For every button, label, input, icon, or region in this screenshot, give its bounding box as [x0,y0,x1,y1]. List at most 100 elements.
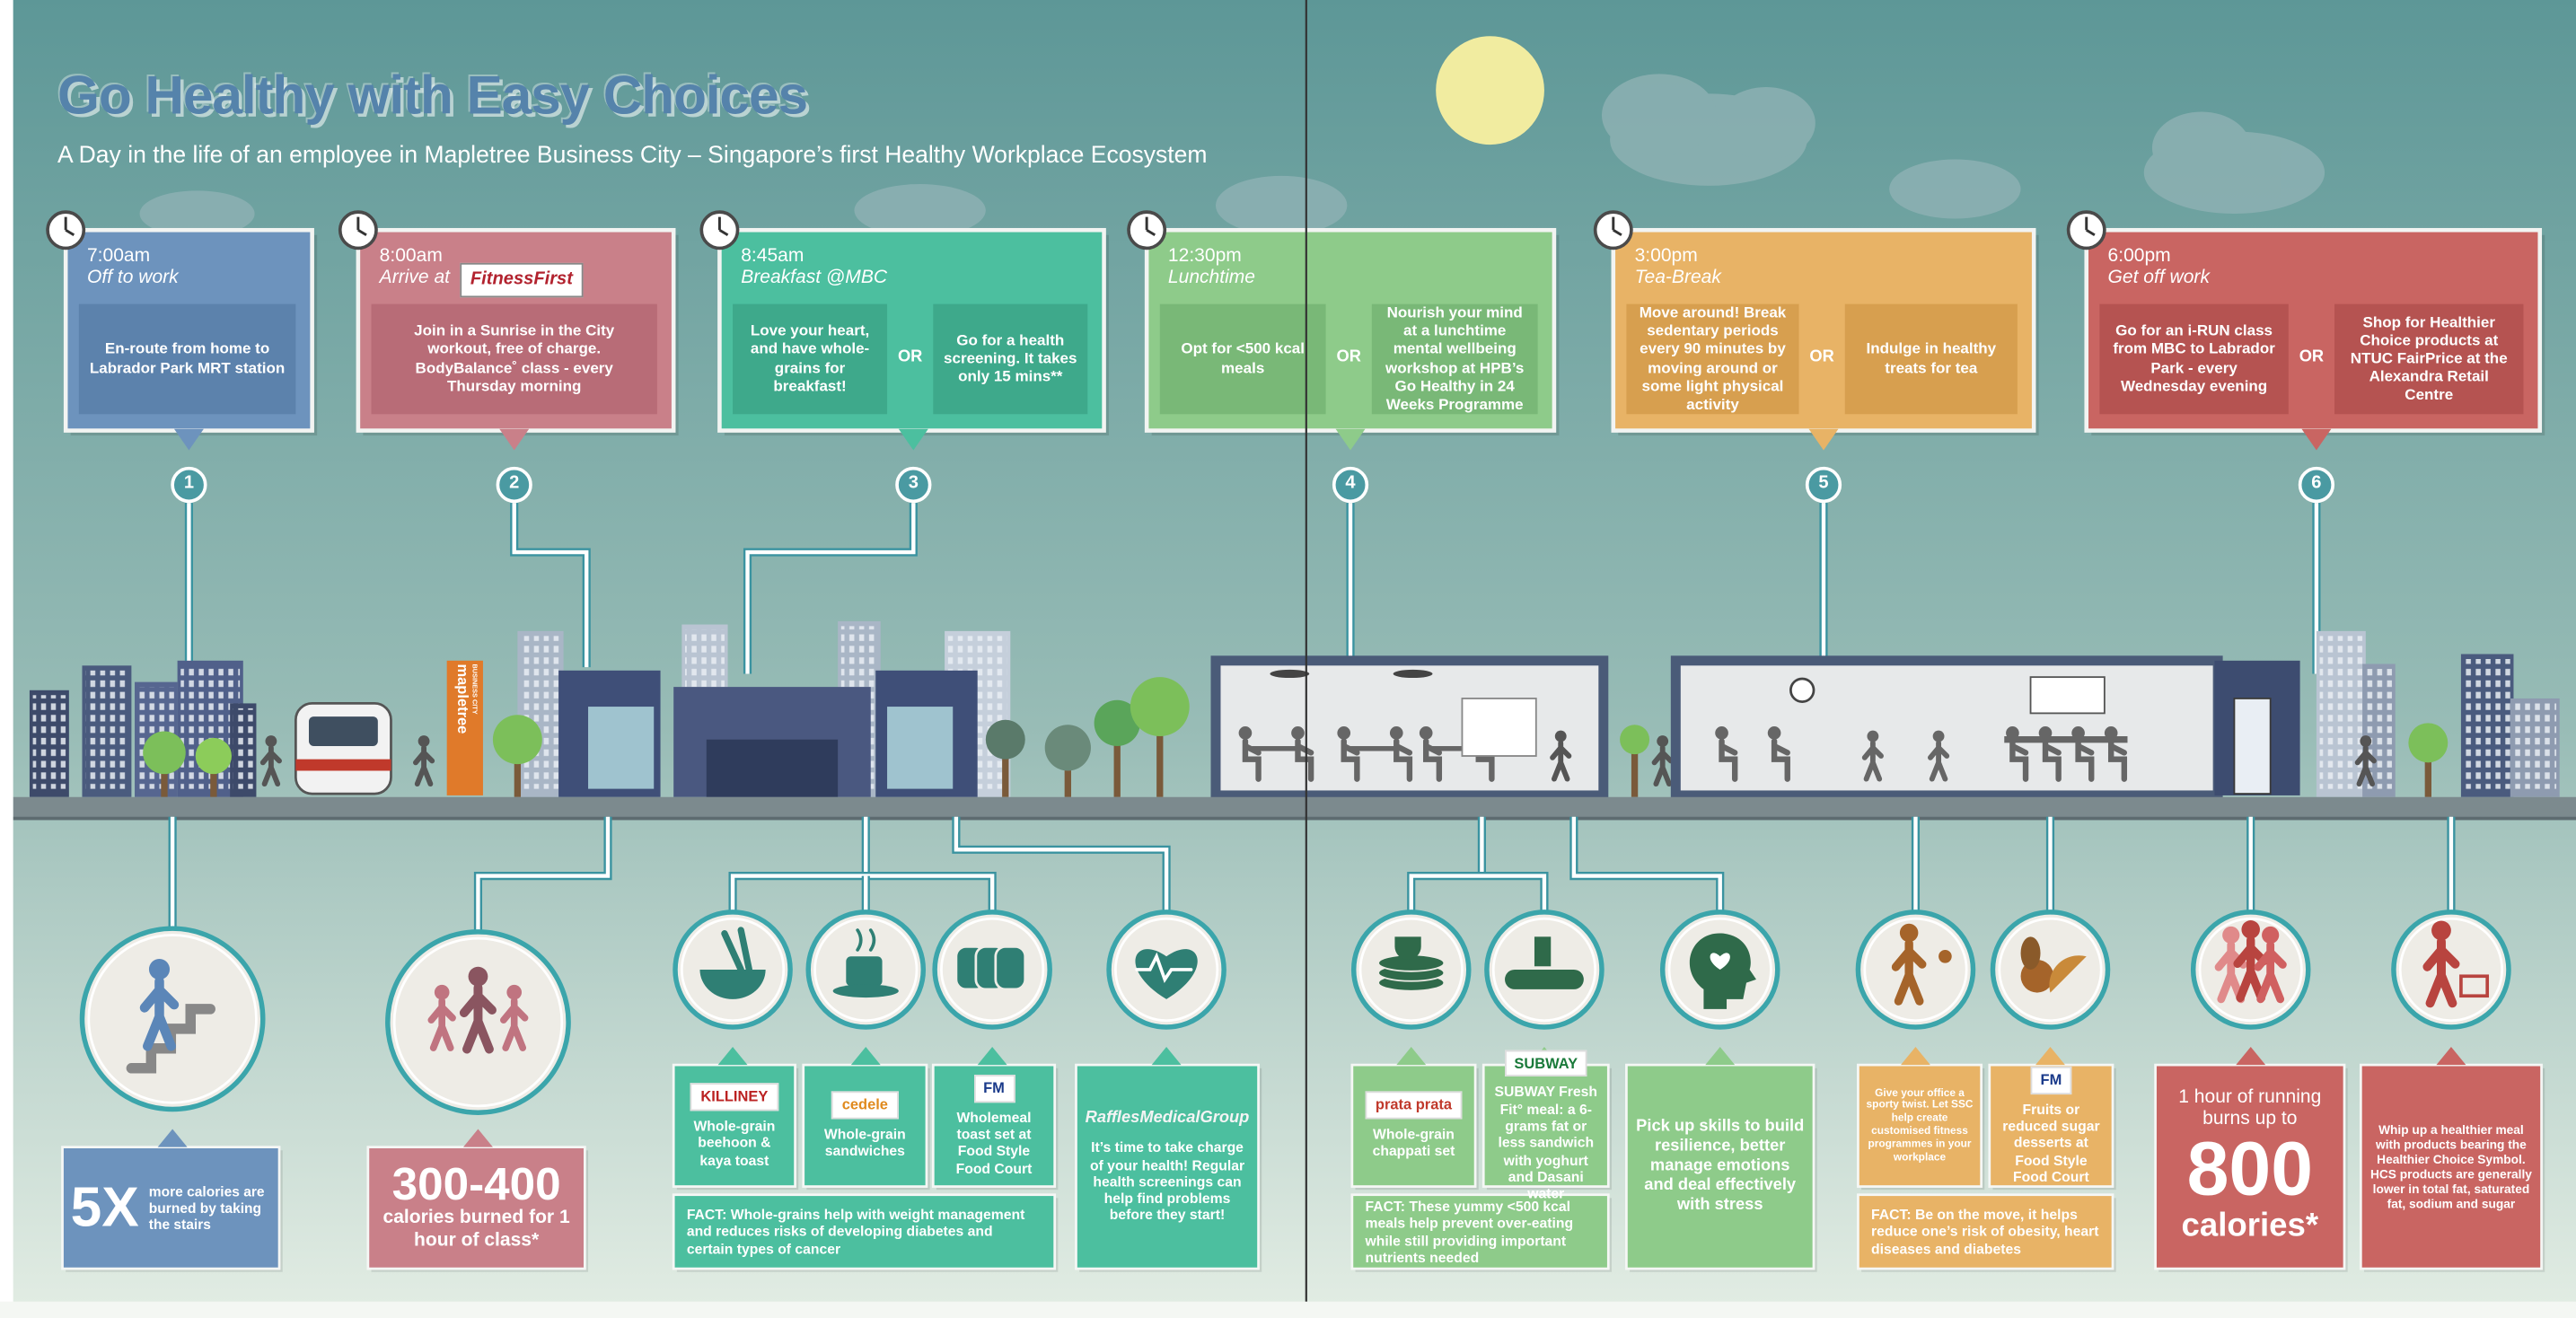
tree-trunk [161,752,168,797]
card-content: prata prata Whole-grain chappati set [1352,1065,1475,1186]
card-notch [1151,1046,1182,1066]
train-stripe [295,759,391,771]
connector-line [745,503,916,674]
callout-pointer [898,428,928,451]
icon-ring [1358,917,1464,1023]
option-box [2099,303,2289,415]
title: Go Healthy with Easy Choices [57,64,808,126]
person-head [2222,926,2240,945]
step-number: 1 [183,473,195,494]
step-activity: Lunchtime [1167,268,1256,288]
option-box [78,303,296,415]
option-box [1159,303,1326,415]
icon-circle [2391,909,2511,1030]
step-activity: Breakfast @MBC [741,268,888,288]
pulse-icon [1135,952,1193,983]
table [2004,736,2128,743]
icon-circle [79,926,266,1112]
tree-trunk [1631,739,1639,797]
card-text: Fruits or reduced sugar desserts at Food… [2002,1100,2100,1185]
option-box [1371,303,1538,415]
person-head [1767,726,1781,740]
or-label: OR [2299,348,2325,367]
person-body [2042,738,2062,782]
ball-icon [1939,949,1952,963]
building-sign [446,660,483,795]
card-pretext: 1 hour of running burns up to [2178,1088,2322,1129]
option-text: Indulge in healthy treats for tea [1866,340,1997,376]
person-head [1291,726,1305,740]
person-body [2422,936,2460,1008]
person-body [1242,738,1262,782]
saucer-icon [832,984,899,998]
card-notch [2436,1046,2466,1066]
brand-logo: SUBWAY [1504,1049,1588,1077]
card-text: FACT: Be on the move, it helps reduce on… [1871,1206,2099,1257]
person-body [1651,744,1674,787]
step-number: 3 [908,473,919,494]
tree-crown [492,715,542,765]
building-windows [85,670,128,789]
step-time: 12:30pm [1167,246,1242,267]
clock-hands [1612,216,1622,237]
icon-ring [392,936,564,1108]
card-notch [1396,1046,1427,1066]
building-windows [2319,636,2363,789]
option-text: Opt for <500 kcal meals [1181,340,1305,376]
person-head [1932,730,1945,742]
step-brand: FitnessFirst [460,262,584,298]
card-content: FACT: Whole-grains help with weight mana… [673,1195,1054,1269]
ground [13,796,2576,821]
card-content: Give your office a sporty twist. Let SSC… [1858,1065,1981,1186]
callout-pointer [499,428,530,451]
connector-line [512,503,589,668]
clock-hands [2085,216,2096,237]
person-head [2006,726,2019,740]
step-time: 6:00pm [2107,246,2171,267]
person-head [434,984,450,1000]
result-card [1625,1063,1816,1270]
person-head [468,966,488,987]
tree-crown [1044,725,1091,771]
card-text: Whip up a healthier meal with products b… [2369,1122,2532,1212]
person-head [265,735,277,747]
connector-line [476,816,611,932]
card-content: KILLINEY Whole-grain beehoon & kaya toast [673,1065,795,1186]
icon-ring [1998,917,2103,1023]
brand-logo: cedele [831,1091,898,1120]
person-head [1389,726,1403,740]
person-body [459,983,497,1054]
card-notch [850,1046,881,1066]
or-label: OR [1336,348,1361,367]
whiteboard [2029,676,2106,715]
icon-ring [1863,917,1968,1023]
icon-ring [813,917,919,1023]
person-head [1419,726,1433,740]
card-headline: 5X [70,1176,139,1240]
fruit-icon [2049,955,2087,993]
callout-pointer [1335,428,1366,451]
icon-ring [940,917,1045,1023]
tree-trunk [1002,739,1009,797]
card-notch [977,1046,1007,1066]
person-body [2009,738,2029,782]
icon-ring [1667,917,1772,1023]
person-head [418,735,430,747]
head-icon [1689,933,1756,1009]
step-activity: Arrive at [379,268,451,288]
option-box [371,303,657,415]
tree-trunk [1156,707,1164,797]
card-headline: 300-400 [391,1158,561,1210]
card-content: FACT: Be on the move, it helps reduce on… [1858,1195,2113,1269]
tree-crown [1620,725,1650,755]
drink-icon [1534,936,1552,967]
brand-logo: FM [973,1075,1015,1103]
person-body [1891,938,1927,1006]
card-text: Whole-grain beehoon & kaya toast [693,1117,776,1168]
option-text: Go for a health screening. It takes only… [944,331,1077,385]
result-card [61,1146,281,1270]
step-time: 7:00am [86,246,151,267]
table [1252,746,1298,751]
person-head [2431,920,2451,941]
step-number: 5 [1818,473,1829,494]
